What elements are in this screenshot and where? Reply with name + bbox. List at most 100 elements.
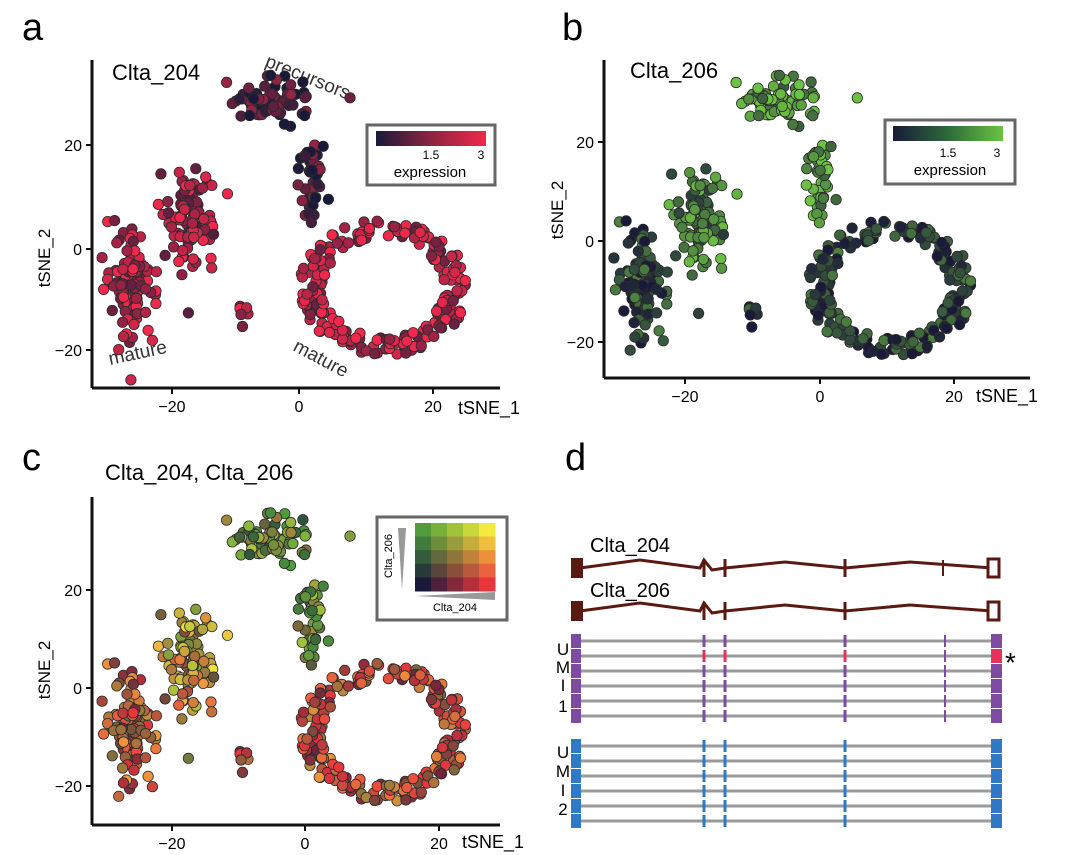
panel-b-point [683, 256, 695, 268]
panel-c-point [117, 707, 129, 719]
read-exon [702, 650, 706, 662]
panel-a-point [305, 216, 317, 229]
panel-a-point [98, 283, 110, 295]
panel-c-point [115, 724, 127, 736]
panel-b-point [673, 207, 685, 219]
panel-c-point [221, 629, 234, 641]
panel-c-point [285, 516, 297, 529]
panel-a-legend-tick-2: 3 [478, 148, 485, 162]
read-exon [723, 770, 727, 782]
read-exon [702, 755, 706, 767]
panel-b-point [857, 333, 869, 345]
panel-c-point [292, 620, 304, 632]
panel-b-point [700, 163, 712, 175]
panel-a-point [292, 179, 304, 191]
bivariate-cell [415, 563, 432, 578]
bivariate-cell [431, 563, 448, 578]
bivariate-cell [447, 536, 464, 551]
umi1-letter-u: U [557, 640, 569, 659]
panel-c-point [236, 766, 249, 779]
panel-c-point [303, 649, 315, 662]
clta-206-exon [571, 601, 583, 621]
clta-204-exon [942, 560, 944, 576]
panel-b-point [629, 291, 641, 304]
panel-b-point [767, 80, 780, 92]
panel-a-point [127, 235, 139, 247]
panel-a-legend-tick-1: 1.5 [423, 148, 440, 162]
panel-c-point [146, 781, 158, 793]
panel-c-point [435, 768, 447, 780]
panel-c-point [449, 710, 461, 723]
panel-c-point [159, 693, 171, 705]
bivariate-cell [463, 523, 480, 538]
panel-c-point [388, 663, 401, 675]
panel-c-point [301, 733, 313, 745]
panel-b-point [824, 294, 836, 306]
read-exon [723, 650, 727, 662]
panel-a-point [221, 76, 233, 89]
panel-c-point [438, 718, 450, 730]
umi1-letter-m: M [556, 658, 570, 677]
panel-b-ytick-label: 20 [576, 135, 594, 152]
panel-a-point [322, 193, 334, 205]
read-exon [991, 754, 1002, 768]
panel-a-point [383, 333, 396, 345]
panel-b-point [641, 293, 654, 305]
clta-206-intron-line [579, 600, 993, 615]
panel-b-point [817, 253, 829, 265]
panel-b-point [618, 305, 630, 317]
panel-b-point [931, 250, 943, 262]
panel-a-point [297, 262, 310, 274]
panel-b-point [793, 79, 805, 91]
umi2-letter-m: M [556, 762, 570, 781]
panel-c-point [173, 607, 185, 619]
read-exon [843, 740, 847, 752]
panel-c-point [309, 634, 321, 646]
panel-b-point [920, 227, 932, 239]
panel-a-point [117, 316, 129, 328]
panel-a-point [109, 215, 121, 227]
panel-a-point [451, 285, 463, 297]
panel-a-point [407, 327, 419, 339]
panel-a-legend-title: expression [394, 164, 467, 181]
panel-a-point [244, 110, 256, 122]
bivariate-cell [479, 577, 496, 592]
panel-b-colorbar [893, 126, 1003, 141]
panel-a-point [344, 92, 356, 104]
panel-a-point [297, 76, 309, 88]
panel-a-point [438, 274, 450, 286]
read-exon [571, 649, 581, 663]
panel-b-point [696, 217, 709, 230]
panel-a-point [243, 82, 255, 94]
clta-206-utr-exon [986, 600, 1001, 622]
panel-c-point [142, 770, 154, 782]
panel-c-point [117, 777, 130, 789]
panel-c-point [326, 671, 338, 684]
panel-a-point [130, 292, 142, 304]
panel-a-point [324, 257, 336, 269]
panel-a-point [206, 262, 218, 274]
panel-a-point [368, 348, 381, 360]
panel-b-point [676, 221, 688, 233]
panel-b-point [813, 217, 826, 229]
panel-c-point [447, 740, 459, 752]
panel-a-point [187, 253, 199, 265]
panel-a-point [173, 166, 185, 178]
panel-b-point [807, 110, 819, 122]
panel-c-point [205, 696, 217, 708]
panel-a-point [205, 252, 217, 264]
read-exon [843, 710, 847, 722]
bivariate-cell [447, 563, 464, 578]
panel-c-point [448, 764, 460, 776]
panel-a-point [178, 203, 191, 215]
panel-b-point [692, 307, 705, 319]
panel-a-point [350, 332, 362, 344]
panel-a-point [292, 162, 304, 175]
panel-a-point [401, 335, 413, 347]
read-exon [843, 815, 847, 827]
panel-c-title: Clta_204, Clta_206 [105, 460, 293, 485]
panel-c-point [130, 737, 142, 750]
panel-b-point [826, 269, 839, 281]
bivariate-cell [463, 550, 480, 565]
read-exon [702, 665, 706, 677]
